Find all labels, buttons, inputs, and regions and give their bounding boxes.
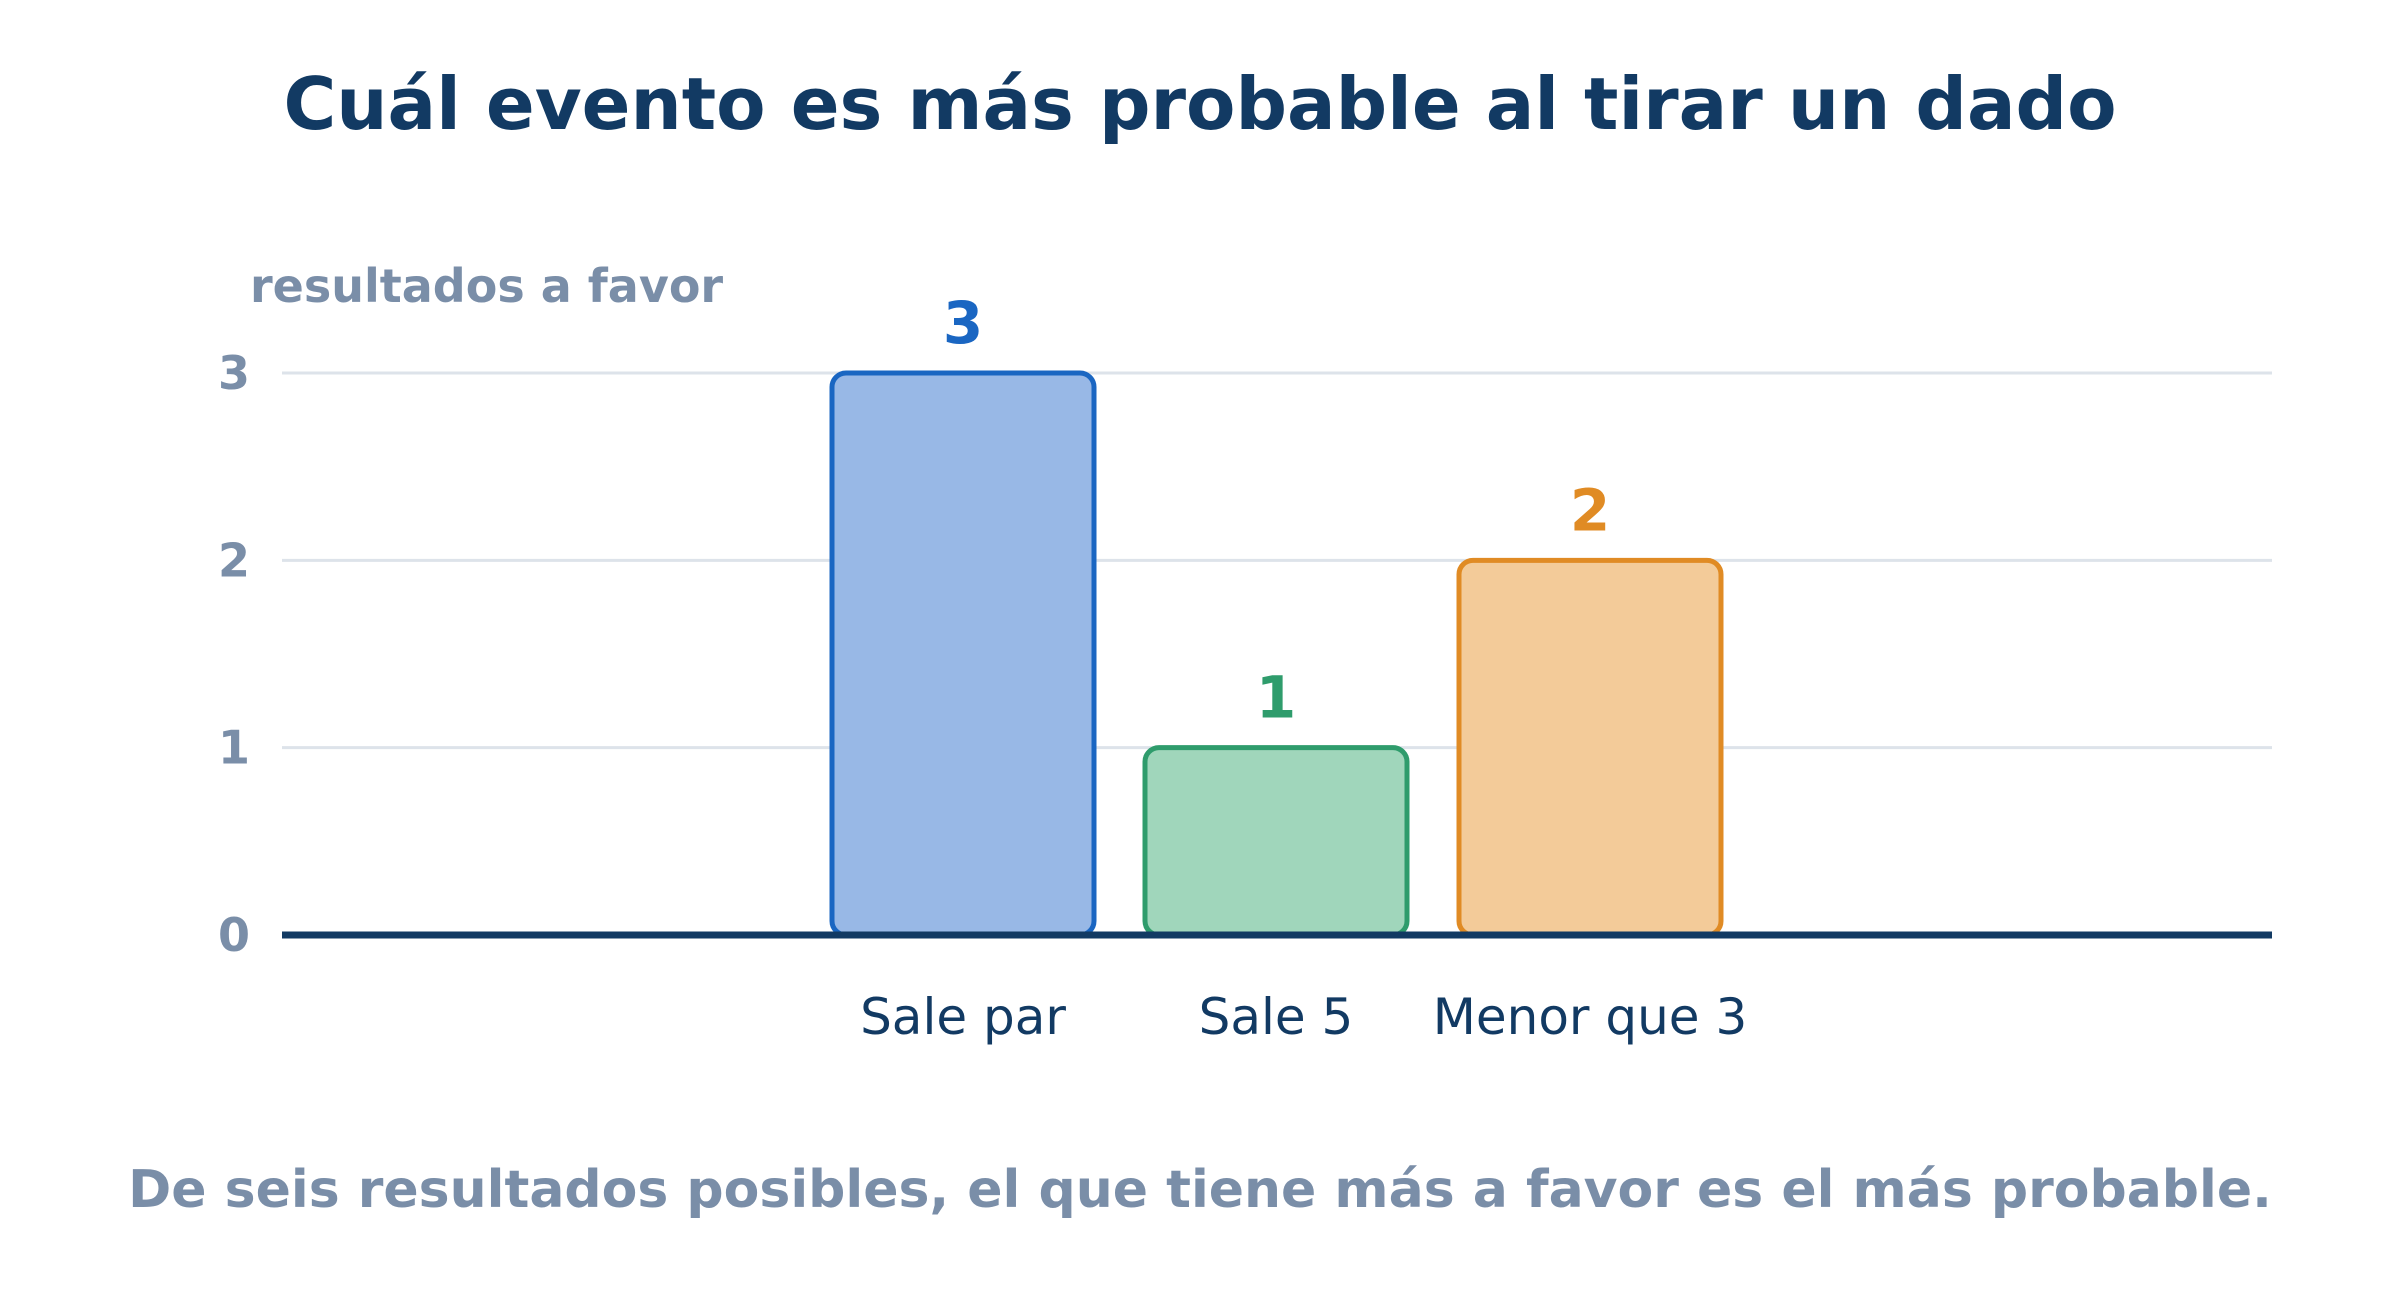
category-labels: Sale par Sale 5 Menor que 3 <box>860 988 1747 1046</box>
y-tick-labels: 0 1 2 3 <box>218 346 250 962</box>
bars <box>829 370 1724 938</box>
y-tick-label: 1 <box>218 721 250 775</box>
bar <box>1142 745 1410 938</box>
data-label: 2 <box>1570 476 1610 544</box>
data-labels: 3 1 2 <box>943 289 1610 732</box>
y-tick-label: 2 <box>218 533 250 587</box>
y-tick-label: 3 <box>218 346 250 400</box>
y-tick-label: 0 <box>218 908 250 962</box>
category-label: Sale 5 <box>1199 988 1354 1046</box>
chart-title: Cuál evento es más probable al tirar un … <box>283 62 2117 146</box>
data-label: 1 <box>1256 664 1296 732</box>
category-label: Menor que 3 <box>1433 988 1748 1046</box>
bar <box>829 370 1097 938</box>
y-axis-label: resultados a favor <box>250 259 723 313</box>
bar <box>1456 557 1724 938</box>
category-label: Sale par <box>860 988 1066 1046</box>
data-label: 3 <box>943 289 983 357</box>
chart-subtitle: De seis resultados posibles, el que tien… <box>128 1160 2272 1220</box>
